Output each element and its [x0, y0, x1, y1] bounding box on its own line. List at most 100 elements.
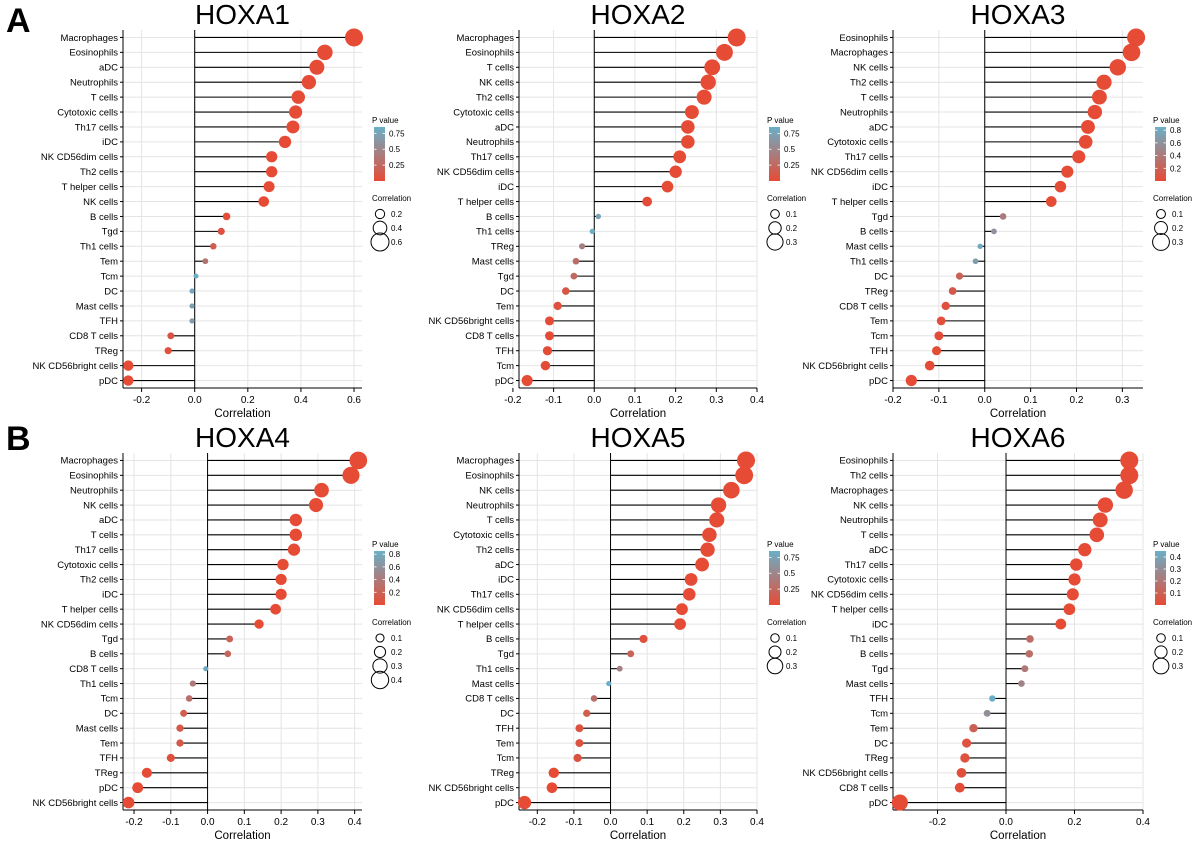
- y-tick-label: Tem: [496, 301, 514, 312]
- lollipop-dot: [1120, 466, 1139, 485]
- panel-hoxa1: HOXA1 Macrophages Eosinophils aDC Neutrophil…: [32, 0, 411, 420]
- lollipop-dot: [553, 301, 562, 311]
- y-tick-label: T helper cells: [62, 182, 119, 193]
- y-tick-label: NK cells: [853, 500, 888, 511]
- panel-title: HOXA6: [971, 422, 1066, 453]
- p-value-color-bar: [374, 551, 385, 605]
- y-tick-label: T cells: [861, 92, 889, 103]
- y-tick-label: aDC: [99, 515, 118, 526]
- lollipop-dot: [132, 782, 144, 794]
- lollipop-dot: [189, 288, 195, 294]
- y-tick-label: Th1 cells: [476, 664, 514, 675]
- y-tick-label: Cytotoxic cells: [453, 530, 514, 541]
- lollipop-dot: [1018, 680, 1025, 687]
- y-tick-label: B cells: [860, 227, 888, 238]
- x-tick-label: 0.0: [604, 817, 618, 828]
- lollipop-dot: [710, 497, 727, 513]
- y-tick-label: NK CD56bright cells: [802, 361, 888, 372]
- lollipop-dot: [583, 709, 591, 717]
- y-tick-label: Mast cells: [846, 242, 888, 253]
- y-tick-label: Tgd: [872, 212, 888, 223]
- lollipop-dot: [627, 650, 635, 658]
- lollipop-dot: [542, 346, 553, 356]
- correlation-size-label: 0.3: [786, 662, 798, 671]
- y-tick-label: Tem: [870, 316, 888, 327]
- y-tick-label: CD8 T cells: [69, 331, 118, 342]
- lollipop-dot: [1025, 650, 1034, 658]
- lollipop-dot: [969, 723, 978, 733]
- y-tick-label: aDC: [495, 122, 514, 133]
- y-tick-label: Mast cells: [472, 679, 514, 690]
- correlation-legend-title: Correlation: [372, 194, 411, 203]
- y-tick-label: Cytotoxic cells: [453, 107, 514, 118]
- lollipop-dot: [540, 360, 551, 371]
- x-tick-label: 0.3: [713, 817, 727, 828]
- lollipop-dot: [948, 287, 957, 295]
- x-tick-label: -0.1: [565, 817, 583, 828]
- lollipop-dot: [266, 151, 278, 163]
- p-value-tick-label: 0.2: [1170, 164, 1182, 173]
- panel-hoxa2: HOXA2 Macrophages Eosinophils T cells NK cel…: [428, 0, 806, 420]
- lollipop-dot: [673, 150, 687, 164]
- correlation-size-label: 0.2: [786, 648, 798, 657]
- y-tick-label: T helper cells: [62, 604, 119, 615]
- lollipop-dot: [989, 695, 996, 702]
- y-tick-label: Cytotoxic cells: [57, 560, 118, 571]
- lollipop-dot: [349, 451, 368, 470]
- lollipop-dot: [962, 738, 972, 748]
- x-tick-label: 0.4: [1136, 817, 1150, 828]
- y-tick-label: B cells: [90, 649, 118, 660]
- p-value-color-bar: [769, 551, 780, 605]
- correlation-size-key: [766, 233, 784, 251]
- correlation-size-label: 0.3: [391, 662, 403, 671]
- lollipop-dot: [575, 724, 584, 733]
- lollipop-dot: [189, 318, 195, 324]
- p-value-tick-label: 0.4: [389, 576, 401, 585]
- lollipop-dot: [123, 360, 134, 371]
- lollipop-dot: [676, 603, 688, 616]
- p-value-color-bar: [1155, 551, 1166, 605]
- lollipop-dot: [217, 227, 225, 235]
- y-tick-label: Eosinophils: [465, 471, 514, 482]
- x-tick-label: 0.3: [1115, 395, 1129, 406]
- y-tick-label: Th2 cells: [80, 575, 118, 586]
- y-tick-label: TReg: [865, 286, 888, 297]
- lollipop-dot: [210, 243, 217, 250]
- y-tick-label: pDC: [99, 376, 118, 387]
- y-tick-label: B cells: [486, 212, 514, 223]
- p-value-tick-label: 0.25: [389, 161, 405, 170]
- lollipop-dot: [1092, 512, 1108, 528]
- y-tick-label: NK CD56bright cells: [428, 316, 514, 327]
- p-value-tick-label: 0.75: [784, 129, 800, 138]
- correlation-legend-title: Correlation: [1153, 194, 1192, 203]
- lollipop-dot: [932, 346, 942, 356]
- correlation-size-key: [372, 220, 388, 236]
- lollipop-dot: [991, 228, 997, 235]
- y-tick-label: pDC: [99, 783, 118, 794]
- lollipop-dot: [166, 753, 175, 762]
- x-tick-label: 0.0: [999, 817, 1013, 828]
- y-tick-label: B cells: [486, 634, 514, 645]
- lollipop-dot: [521, 374, 533, 387]
- correlation-size-label: 0.3: [786, 238, 798, 247]
- y-tick-label: Tcm: [497, 361, 515, 372]
- y-tick-label: Th2 cells: [476, 92, 514, 103]
- x-tick-label: -0.2: [133, 395, 151, 406]
- panels-group: HOXA1 Macrophages Eosinophils aDC Neutrophil…: [32, 0, 1192, 842]
- y-tick-label: Eosinophils: [69, 48, 118, 59]
- x-tick-label: 0.6: [347, 395, 361, 406]
- y-tick-label: iDC: [498, 182, 514, 193]
- lollipop-dot: [702, 527, 717, 543]
- x-tick-label: 0.1: [628, 395, 642, 406]
- lollipop-dot: [1120, 451, 1139, 470]
- y-tick-label: NK cells: [479, 78, 514, 89]
- lollipop-dot: [590, 695, 598, 702]
- y-tick-label: NK CD56bright cells: [32, 798, 118, 809]
- lollipop-dot: [288, 105, 303, 119]
- lollipop-dot: [1063, 603, 1076, 616]
- x-axis-label: Correlation: [610, 830, 666, 842]
- lollipop-dot: [141, 767, 152, 778]
- p-value-color-bar: [769, 127, 780, 181]
- x-tick-label: 0.0: [978, 395, 992, 406]
- p-value-tick-label: 0.3: [1170, 565, 1182, 574]
